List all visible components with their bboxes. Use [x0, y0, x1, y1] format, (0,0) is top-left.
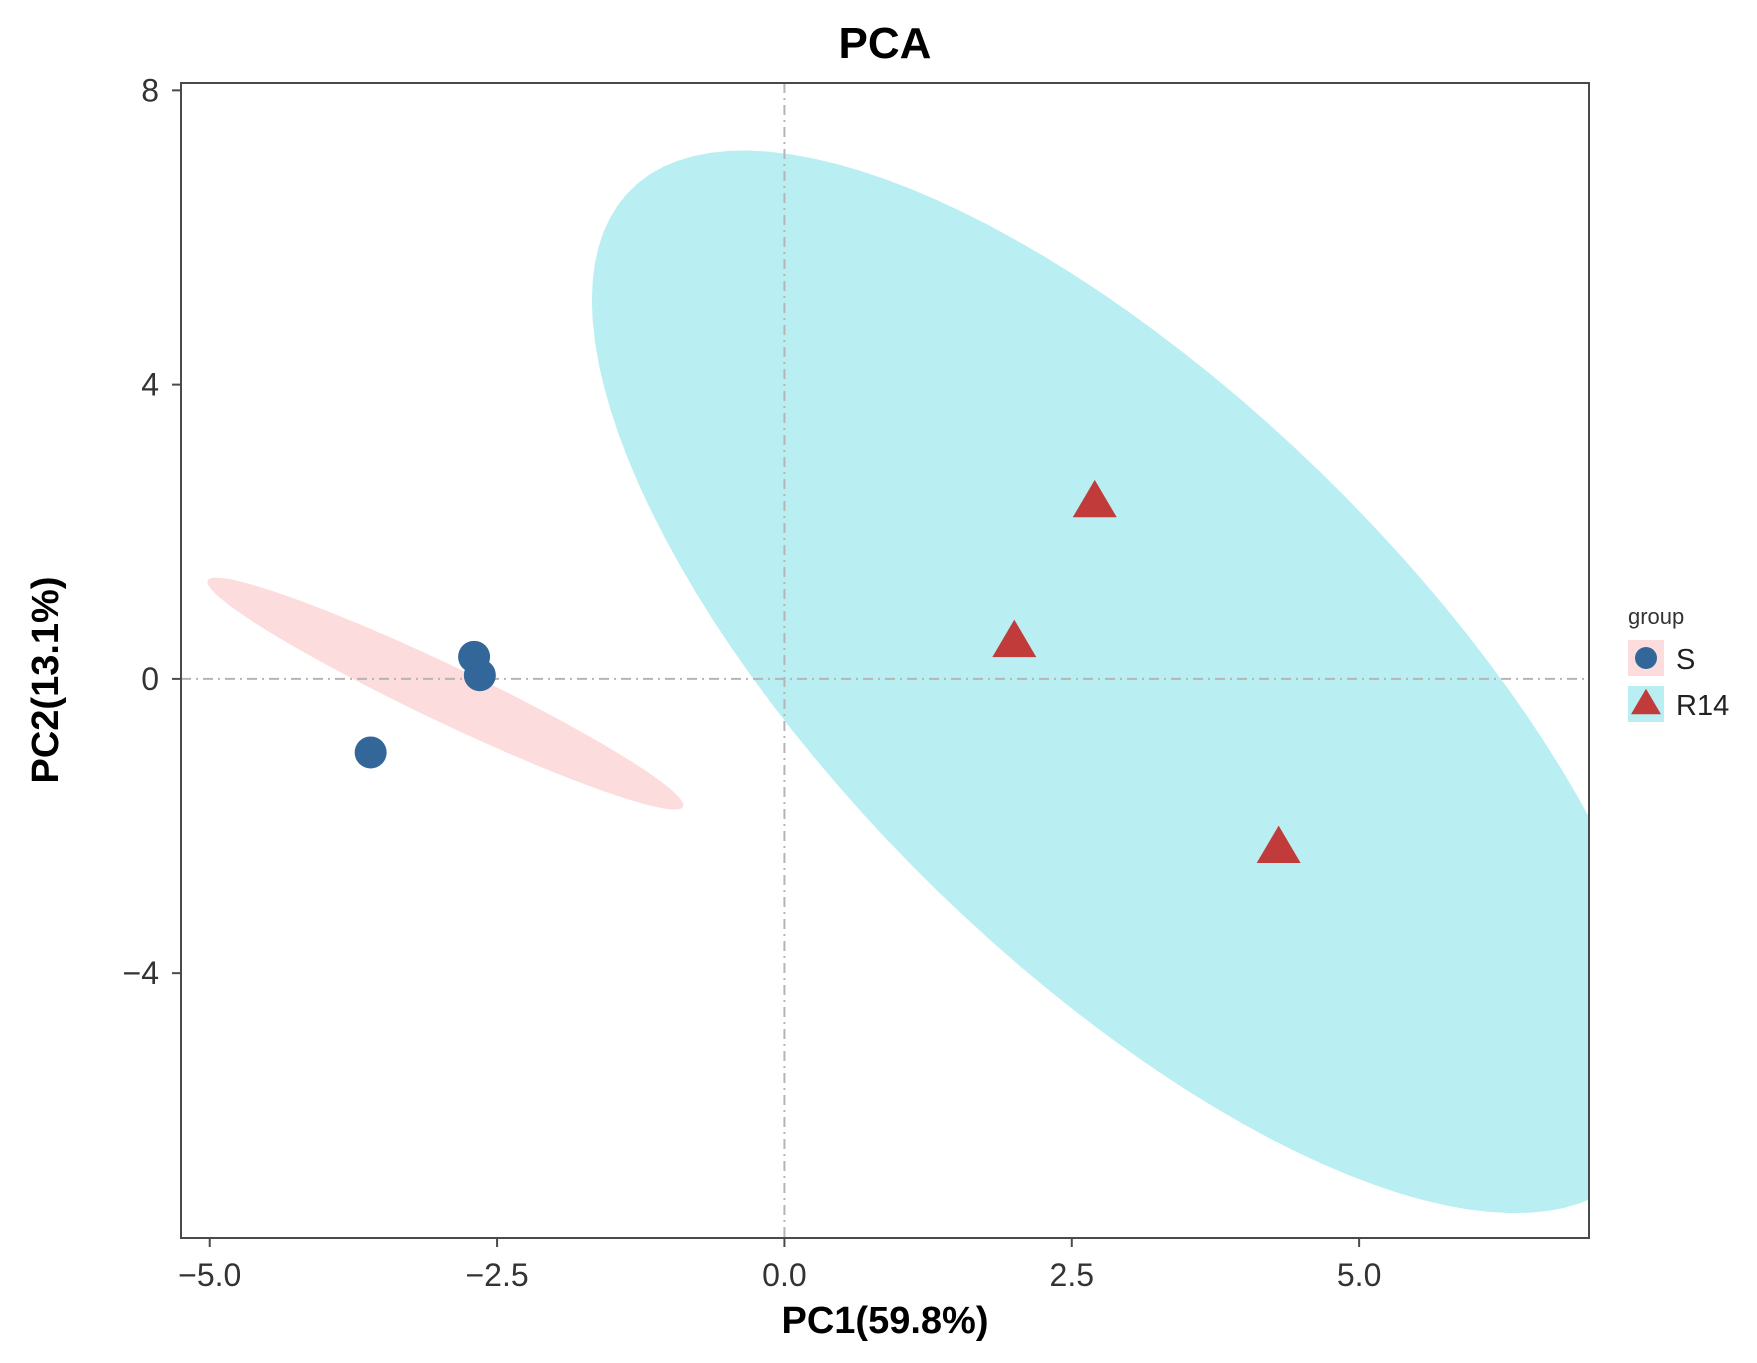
x-tick-label: 2.5 [1050, 1257, 1094, 1293]
chart-title: PCA [839, 19, 932, 68]
point-r14-2 [992, 619, 1037, 658]
legend-triangle-icon [1631, 688, 1661, 715]
y-tick-label: 4 [141, 367, 159, 403]
x-axis-title: PC1(59.8%) [782, 1300, 989, 1342]
x-axis-ticks: −5.0 −2.5 0.0 2.5 5.0 [178, 1238, 1381, 1293]
x-tick-label: 0.0 [762, 1257, 806, 1293]
legend-circle-icon [1635, 647, 1657, 669]
y-tick-label: 0 [141, 661, 159, 697]
y-tick-label: 8 [141, 72, 159, 108]
point-s-3 [354, 736, 387, 769]
data-points [354, 479, 1301, 864]
y-axis-title: PC2(13.1%) [25, 577, 67, 784]
point-r14-1 [1072, 479, 1117, 518]
point-s-2 [463, 659, 496, 692]
legend-title: group [1628, 604, 1684, 629]
x-tick-label: −2.5 [465, 1257, 528, 1293]
confidence-ellipses [207, 150, 1589, 1214]
ellipse-r14 [591, 150, 1589, 1214]
y-axis-ticks: 8 4 0 −4 [123, 72, 181, 991]
legend: group S R14 [1628, 604, 1729, 722]
x-tick-label: −5.0 [178, 1257, 241, 1293]
ellipse-s [207, 577, 684, 810]
legend-label-s: S [1676, 644, 1695, 676]
x-tick-label: 5.0 [1337, 1257, 1381, 1293]
plot-border [180, 82, 1590, 1239]
y-tick-label: −4 [123, 955, 159, 991]
point-r14-3 [1256, 825, 1301, 864]
legend-label-r14: R14 [1676, 690, 1729, 722]
